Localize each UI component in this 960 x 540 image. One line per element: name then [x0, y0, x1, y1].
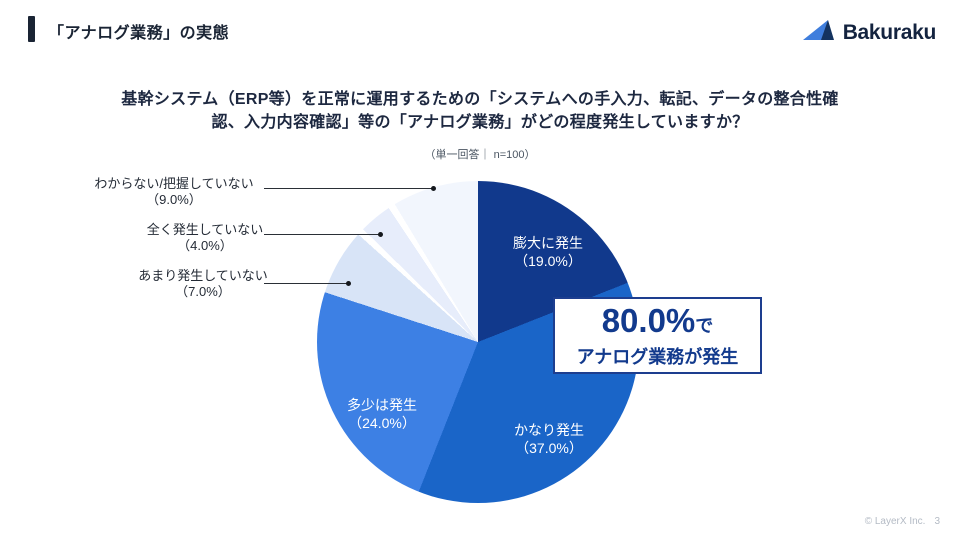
- slice-label-amari: あまり発生していない （7.0%）: [113, 268, 293, 299]
- slice-label-mattaku: 全く発生していない （4.0%）: [115, 222, 295, 253]
- logo-mountain-icon: [802, 17, 838, 48]
- slice-label-tashou: 多少は発生 （24.0%）: [317, 396, 447, 432]
- callout-box: 80.0%で アナログ業務が発生: [553, 297, 762, 374]
- page-number: 3: [934, 516, 940, 527]
- logo-text: Bakuraku: [842, 20, 937, 44]
- slice-label-text: 多少は発生: [347, 397, 417, 413]
- callout-suffix: で: [695, 316, 714, 336]
- footer: © LayerX Inc. 3: [865, 516, 940, 527]
- slice-label-pct: （4.0%）: [177, 237, 233, 253]
- callout-subline: アナログ業務が発生: [576, 347, 739, 367]
- survey-note: （単一回答｜ n=100）: [424, 149, 536, 161]
- slice-label-pct: （9.0%）: [146, 191, 202, 207]
- slice-label-text: 全く発生していない: [146, 222, 264, 237]
- leader-line-wakaranai: [264, 186, 436, 191]
- callout-headline: 80.0%で: [602, 303, 714, 346]
- slice-label-pct: （37.0%）: [515, 440, 583, 456]
- title-accent-bar: [28, 16, 35, 42]
- leader-dot-icon: [346, 281, 351, 286]
- footer-copyright: © LayerX Inc.: [864, 516, 926, 527]
- leader-line-amari: [264, 281, 351, 286]
- slice-label-text: 膨大に発生: [513, 235, 583, 251]
- question-line-1: 基幹システム（ERP等）を正常に運用するための「システムへの手入力、転記、データ…: [121, 91, 839, 108]
- question-title: 基幹システム（ERP等）を正常に運用するための「システムへの手入力、転記、データ…: [40, 88, 920, 134]
- slice-label-wakaranai: わからない/把握していない （9.0%）: [84, 176, 264, 207]
- brand-logo: Bakuraku: [802, 17, 936, 48]
- leader-dot-icon: [431, 186, 436, 191]
- leader-dot-icon: [378, 232, 383, 237]
- slice-label-text: かなり発生: [514, 422, 584, 438]
- callout-value: 80.0%: [601, 302, 696, 339]
- slice-label-pct: （19.0%）: [514, 253, 582, 269]
- slice-label-text: わからない/把握していない: [94, 176, 254, 191]
- question-line-2: 認、入力内容確認」等の「アナログ業務」がどの程度発生していますか？: [211, 114, 749, 131]
- slice-label-kanari: かなり発生 （37.0%）: [484, 421, 614, 457]
- leader-line-mattaku: [264, 232, 383, 237]
- slice-label-pct: （24.0%）: [348, 415, 416, 431]
- slice-label-pct: （7.0%）: [175, 283, 231, 299]
- slice-label-bodai: 膨大に発生 （19.0%）: [483, 234, 613, 270]
- slide-title: 「アナログ業務」の実態: [48, 25, 230, 42]
- slice-label-text: あまり発生していない: [138, 268, 268, 283]
